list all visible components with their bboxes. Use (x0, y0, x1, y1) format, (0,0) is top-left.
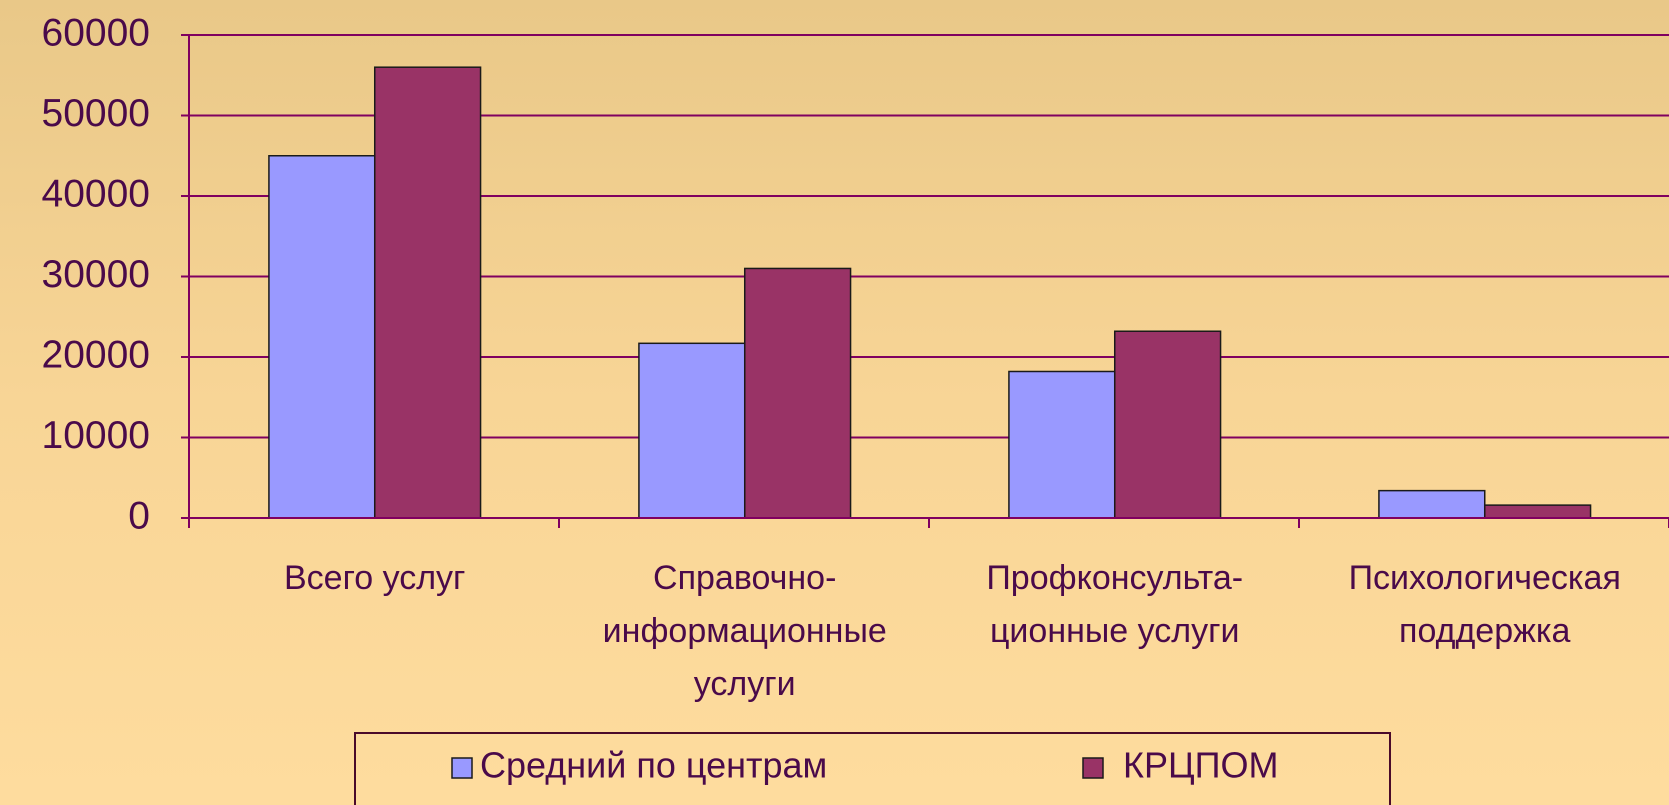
y-tick-label: 40000 (42, 172, 150, 215)
y-tick-label: 50000 (42, 92, 150, 135)
x-tick-label-line: услуги (694, 665, 796, 703)
x-tick-label: Профконсульта-ционные услуги (986, 559, 1243, 650)
x-tick-label-line: ционные услуги (990, 612, 1240, 650)
x-tick-label-line: Профконсульта- (986, 559, 1243, 597)
legend-box (354, 732, 1391, 805)
legend-swatch (1082, 757, 1104, 779)
bar (373, 66, 482, 519)
y-tick-label: 10000 (42, 414, 150, 457)
x-tick-label-line: Справочно- (653, 559, 836, 597)
x-tick-label: Всего услуг (284, 559, 465, 597)
bar (1113, 330, 1222, 519)
x-tick-label: Справочно-информационные услуги (603, 559, 887, 703)
x-tick-label-line: Всего услуг (284, 559, 465, 597)
x-tick-label-line: поддержка (1399, 612, 1570, 650)
x-tick-label-line: Психологическая (1349, 559, 1621, 597)
bar (1378, 489, 1486, 519)
y-tick-label: 0 (128, 494, 150, 537)
bar (1483, 504, 1592, 519)
y-tick-label: 30000 (42, 253, 150, 296)
y-tick-label: 60000 (42, 11, 150, 54)
legend-label: Средний по центрам (480, 745, 827, 786)
bar (1008, 370, 1116, 519)
bar (268, 155, 376, 519)
x-tick-label: Психологическая поддержка (1349, 559, 1621, 650)
legend-swatch (451, 757, 473, 779)
bar (743, 267, 852, 519)
y-tick-label: 20000 (42, 333, 150, 376)
legend-label: КРЦПОМ (1123, 745, 1278, 786)
bar (638, 342, 746, 519)
x-tick-label-line: информационные (603, 612, 887, 650)
